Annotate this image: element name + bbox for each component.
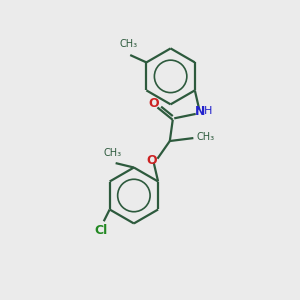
Text: O: O <box>148 97 159 110</box>
Text: CH₃: CH₃ <box>103 148 121 158</box>
Text: N: N <box>195 105 205 119</box>
Text: O: O <box>147 154 158 167</box>
Text: CH₃: CH₃ <box>120 39 138 49</box>
Text: H: H <box>204 106 212 116</box>
Text: Cl: Cl <box>94 224 107 237</box>
Text: CH₃: CH₃ <box>196 132 214 142</box>
